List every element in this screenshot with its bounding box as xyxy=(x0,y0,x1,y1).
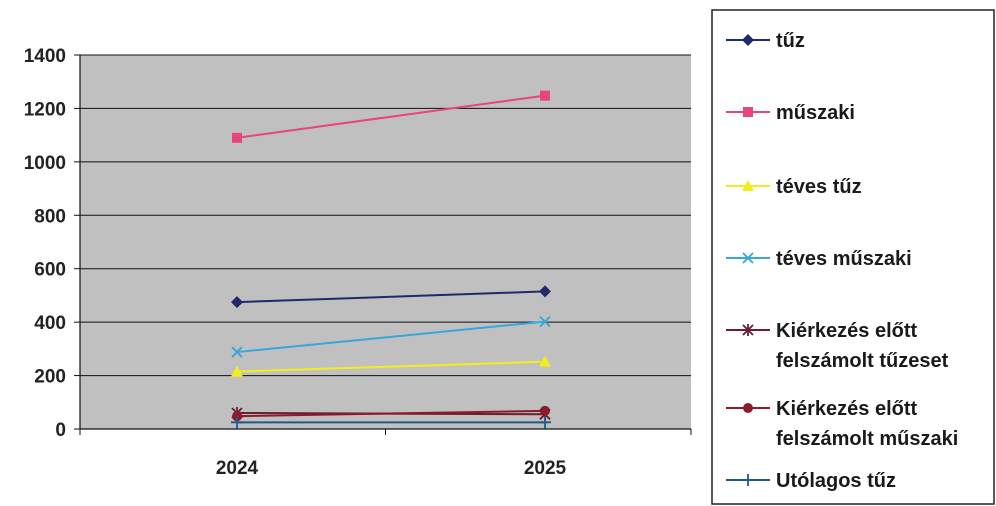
series-2 xyxy=(232,90,550,143)
y-tick-label: 400 xyxy=(34,313,66,334)
data-point-marker xyxy=(539,285,551,298)
series-line xyxy=(236,94,546,139)
legend-item-1: tűz xyxy=(726,30,805,52)
series-6 xyxy=(232,405,550,422)
legend-label: Utólagos tűz xyxy=(776,470,896,492)
legend-label: tűz xyxy=(776,30,805,52)
legend: tűz műszaki téves tűz téves műszaki Kiérkezé… xyxy=(711,9,995,505)
legend-item-4: téves műszaki xyxy=(726,248,912,270)
legend-marker xyxy=(742,252,754,264)
legend-item-6: Kiérkezés előtt felszámolt műszaki xyxy=(726,398,958,450)
legend-label: felszámolt műszaki xyxy=(776,428,958,450)
series-line xyxy=(236,320,546,354)
series-line xyxy=(236,290,546,304)
legend-label: felszámolt tűzeset xyxy=(776,350,949,372)
data-point-marker xyxy=(231,365,243,377)
data-point-marker xyxy=(540,90,550,101)
legend-item-3: téves tűz xyxy=(726,176,862,198)
series-4 xyxy=(231,315,551,358)
series-group xyxy=(231,90,551,429)
series-1 xyxy=(231,285,551,309)
legend-marker xyxy=(743,403,753,413)
data-point-marker xyxy=(231,416,243,429)
x-tick-label: 2024 xyxy=(216,458,259,479)
legend-label: műszaki xyxy=(776,102,855,124)
data-point-marker xyxy=(231,346,243,358)
plot-area xyxy=(80,55,691,429)
series-7 xyxy=(231,416,551,429)
legend-marker xyxy=(742,180,754,191)
legend-marker xyxy=(742,34,754,46)
y-tick-label: 600 xyxy=(34,260,66,281)
y-tick-label: 1000 xyxy=(24,153,66,174)
data-point-marker xyxy=(539,315,551,328)
data-point-marker xyxy=(540,405,550,416)
legend-marker xyxy=(742,474,754,486)
legend-label: téves tűz xyxy=(776,176,862,198)
data-point-marker xyxy=(539,355,551,367)
y-tick-label: 1200 xyxy=(24,99,66,120)
series-3 xyxy=(231,355,551,377)
legend-item-7: Utólagos tűz xyxy=(726,470,896,492)
legend-label: Kiérkezés előtt xyxy=(776,320,918,342)
legend-marker xyxy=(743,107,753,117)
legend-label: téves műszaki xyxy=(776,248,912,270)
axes: 0 200 400 600 800 1000 1200 1400 2024 2025 xyxy=(24,46,692,479)
y-tick-label: 0 xyxy=(55,420,66,441)
legend-label: Kiérkezés előtt xyxy=(776,398,918,420)
y-tick-label: 200 xyxy=(34,367,66,388)
data-point-marker xyxy=(232,411,242,422)
data-point-marker xyxy=(539,416,551,429)
legend-item-5: Kiérkezés előtt felszámolt tűzeset xyxy=(726,320,949,372)
y-tick-label: 1400 xyxy=(24,46,66,67)
series-line xyxy=(236,360,546,373)
data-point-marker xyxy=(232,132,242,143)
legend-item-2: műszaki xyxy=(726,102,855,124)
grid-lines xyxy=(80,54,691,377)
x-tick-label: 2025 xyxy=(524,458,567,479)
y-tick-label: 800 xyxy=(34,206,66,227)
data-point-marker xyxy=(231,296,243,309)
series-line xyxy=(236,409,546,418)
legend-marker xyxy=(742,324,754,336)
